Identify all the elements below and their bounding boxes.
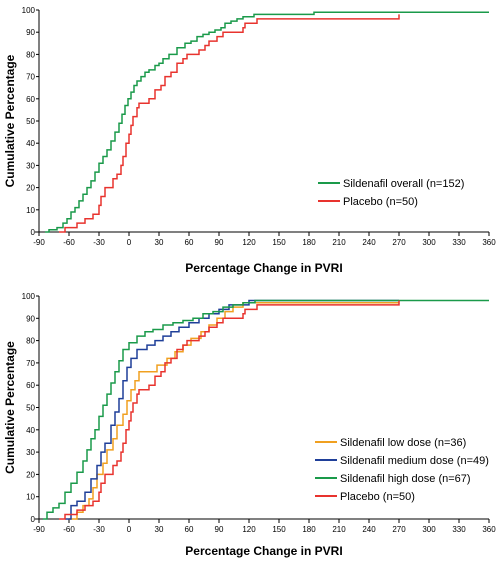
x-tick-label: 90 [215, 525, 224, 534]
x-tick-label: 30 [155, 525, 164, 534]
x-axis-title: Percentage Change in PVRI [185, 544, 342, 558]
x-tick-label: 210 [332, 238, 346, 247]
y-tick-label: 60 [26, 381, 35, 390]
y-tick-label: 90 [26, 28, 35, 37]
y-axis-title: Cumulative Percentage [3, 54, 17, 187]
y-tick-label: 40 [26, 139, 35, 148]
x-tick-label: 90 [215, 238, 224, 247]
y-tick-label: 0 [31, 228, 36, 237]
legend: Sildenafil low dose (n=36) Sildenafil med… [315, 437, 489, 503]
legend-label: Sildenafil high dose (n=67) [340, 473, 471, 485]
y-tick-label: 20 [26, 470, 35, 479]
x-tick-label: 210 [332, 525, 346, 534]
legend-label: Placebo (n=50) [340, 491, 415, 503]
x-tick-label: 270 [392, 525, 406, 534]
y-tick-label: 60 [26, 95, 35, 104]
x-tick-label: 180 [302, 238, 316, 247]
series-line-2 [43, 299, 489, 520]
x-tick-label: 30 [155, 238, 164, 247]
x-tick-label: 330 [452, 238, 466, 247]
x-tick-label: 360 [482, 238, 496, 247]
chart-top: 0 10 20 30 40 50 60 70 80 90 100 -90 -60 -30 0 30 60 90 12… [3, 6, 496, 275]
series-line-0 [45, 11, 489, 233]
y-tick-label: 30 [26, 161, 35, 170]
x-tick-label: 270 [392, 238, 406, 247]
series-line-1 [59, 14, 400, 233]
chart-bottom: 0 10 20 30 40 50 60 70 80 90 100 -90 -60 -30 0 30 60 90 12… [3, 292, 496, 558]
x-tick-label: 240 [362, 525, 376, 534]
x-tick-label: 120 [242, 525, 256, 534]
y-tick-label: 50 [26, 117, 35, 126]
x-tick-label: 150 [272, 238, 286, 247]
x-tick-label: -90 [33, 525, 45, 534]
x-tick-label: -60 [63, 525, 75, 534]
x-tick-label: 240 [362, 238, 376, 247]
x-tick-label: 180 [302, 525, 316, 534]
y-tick-label: 10 [26, 493, 35, 502]
y-tick-label: 30 [26, 448, 35, 457]
y-tick-label: 70 [26, 359, 35, 368]
x-tick-label: -60 [63, 238, 75, 247]
y-tick-label: 90 [26, 314, 35, 323]
x-tick-label: -90 [33, 238, 45, 247]
x-tick-label: -30 [93, 525, 105, 534]
x-tick-label: 330 [452, 525, 466, 534]
legend-label: Sildenafil low dose (n=36) [340, 437, 466, 449]
y-tick-label: 20 [26, 184, 35, 193]
x-tick-label: 360 [482, 525, 496, 534]
y-tick-label: 10 [26, 206, 35, 215]
y-tick-label: 100 [22, 6, 36, 15]
y-tick-label: 0 [31, 515, 36, 524]
y-axis-title: Cumulative Percentage [3, 341, 17, 474]
y-tick-label: 80 [26, 337, 35, 346]
x-tick-label: 300 [422, 238, 436, 247]
y-tick-label: 70 [26, 73, 35, 82]
x-tick-label: 300 [422, 525, 436, 534]
x-tick-label: 150 [272, 525, 286, 534]
legend-label: Sildenafil overall (n=152) [343, 178, 464, 190]
x-axis-title: Percentage Change in PVRI [185, 261, 342, 275]
x-tick-label: 0 [127, 238, 132, 247]
x-tick-label: 60 [185, 525, 194, 534]
y-tick-label: 40 [26, 426, 35, 435]
y-tick-label: 100 [22, 292, 36, 301]
legend: Sildenafil overall (n=152) Placebo (n=50) [318, 178, 464, 208]
x-tick-label: 0 [127, 525, 132, 534]
legend-label: Sildenafil medium dose (n=49) [340, 455, 489, 467]
x-tick-label: 60 [185, 238, 194, 247]
series-line-1 [65, 299, 399, 520]
y-tick-label: 50 [26, 404, 35, 413]
legend-label: Placebo (n=50) [343, 196, 418, 208]
x-tick-label: 120 [242, 238, 256, 247]
series-line-3 [59, 300, 400, 520]
y-tick-label: 80 [26, 50, 35, 59]
x-tick-label: -30 [93, 238, 105, 247]
series-line-0 [69, 301, 399, 520]
